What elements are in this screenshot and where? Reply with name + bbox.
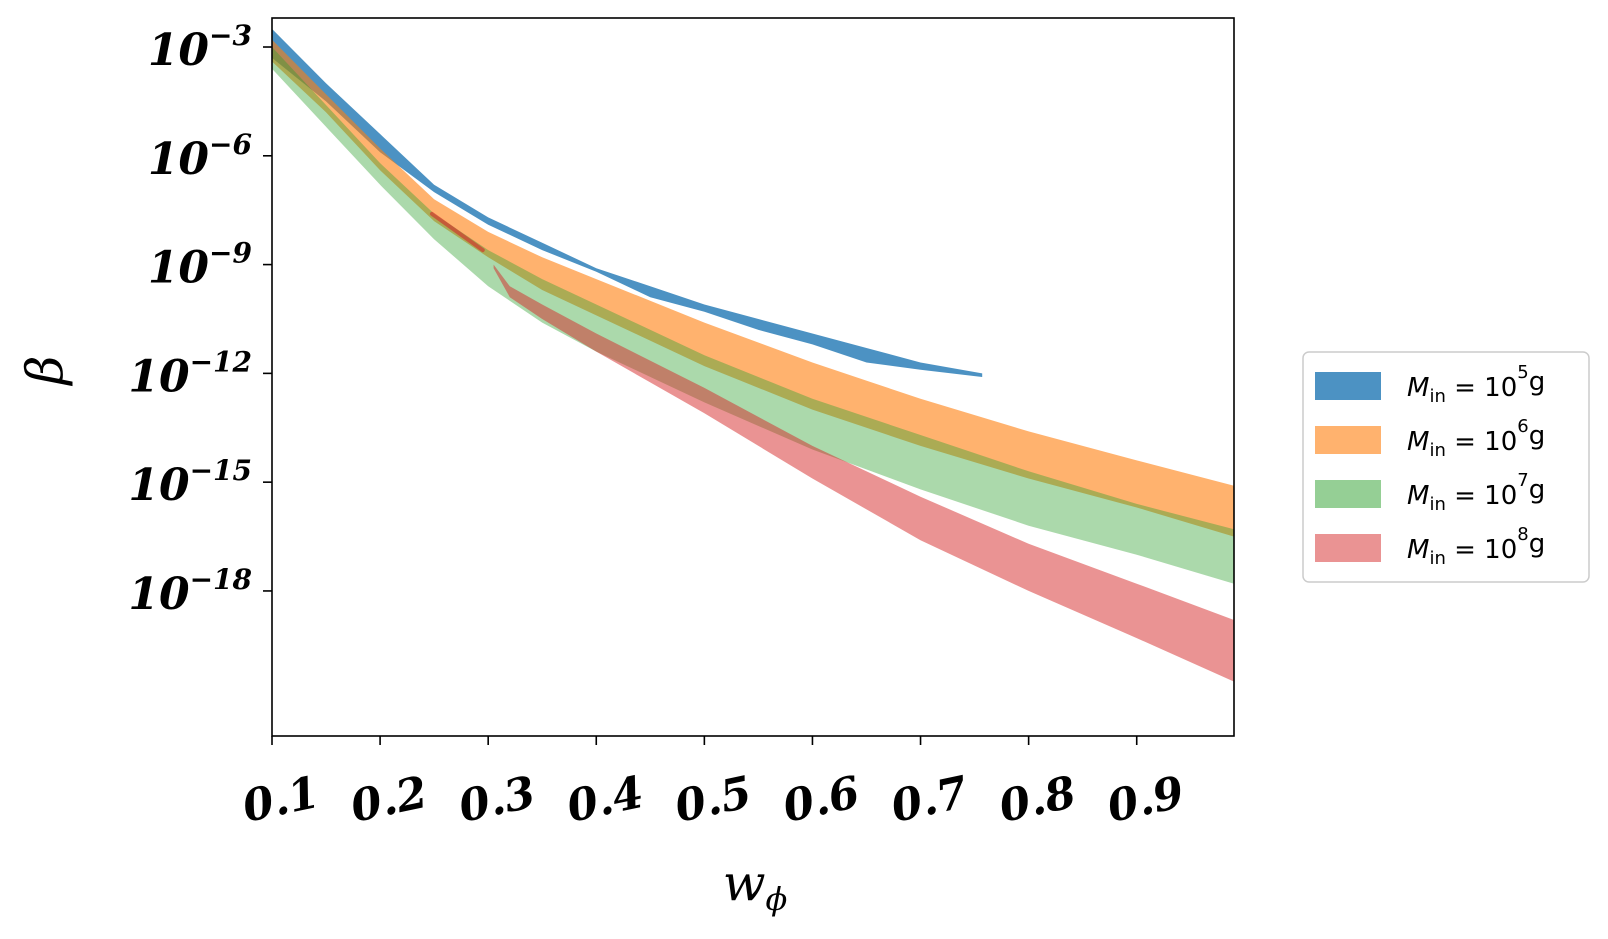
x-tick-label: 0.9 [1103, 767, 1188, 833]
y-tick-label: 10−15 [128, 454, 252, 511]
plot-frame [271, 17, 1235, 737]
x-axis: 0.1 0.2 0.3 0.4 0.5 0.6 0.7 0.8 0.9 [238, 736, 1188, 833]
x-tick-label: 0.2 [346, 767, 431, 833]
x-tick-label: 0.1 [238, 767, 323, 833]
y-tick-label: 10−18 [128, 563, 252, 620]
band-series-2 [272, 39, 1234, 537]
y-tick-label: 10−12 [128, 345, 252, 402]
legend-entry-label: Min = 106g [1407, 416, 1545, 461]
y-axis-label: β [16, 356, 74, 387]
y-axis: 10−3 10−6 10−9 10−12 10−15 10−18 [128, 19, 272, 620]
band-series-4 [493, 264, 1235, 682]
legend-swatch [1315, 372, 1381, 400]
band-series-3 [272, 47, 1234, 584]
band-series-4-fragment [429, 211, 485, 253]
legend: Min = 105g Min = 106g Min = 107g Min = 108g [1302, 351, 1590, 583]
band-layer [272, 28, 1235, 682]
x-tick-label: 0.4 [563, 767, 648, 833]
x-tick-label: 0.7 [887, 767, 973, 833]
x-tick-label: 0.3 [454, 767, 539, 833]
legend-box [1302, 351, 1590, 583]
x-tick-label: 0.5 [671, 767, 756, 833]
legend-swatch [1315, 534, 1381, 562]
y-tick-label: 10−9 [148, 237, 252, 294]
legend-swatch [1315, 426, 1381, 454]
x-tick-label: 0.8 [995, 767, 1080, 833]
y-tick-label: 10−6 [148, 128, 252, 185]
legend-swatch [1315, 480, 1381, 508]
y-tick-label: 10−3 [148, 19, 252, 76]
legend-entry-label: Min = 105g [1407, 362, 1545, 407]
legend-entry-label: Min = 108g [1407, 524, 1545, 569]
legend-entry-label: Min = 107g [1407, 470, 1545, 515]
x-tick-label: 0.6 [779, 767, 864, 833]
x-axis-label: wϕ [723, 854, 788, 918]
